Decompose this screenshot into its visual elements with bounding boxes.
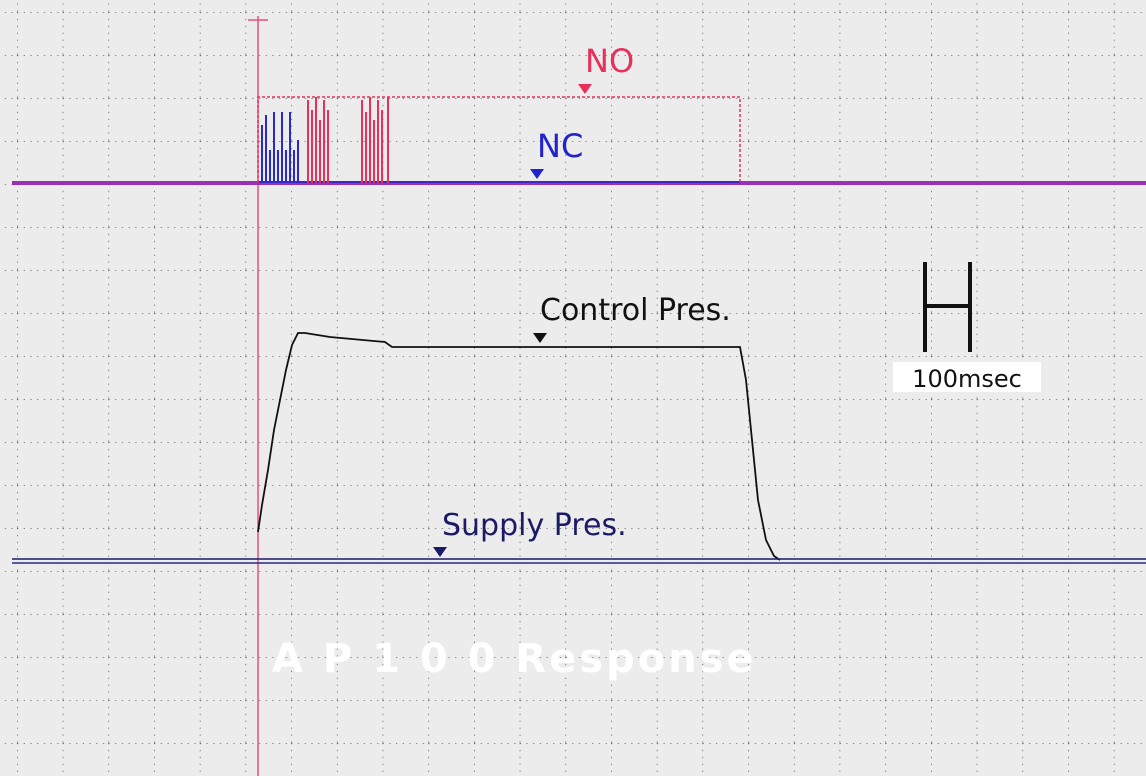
nc-marker xyxy=(530,169,544,179)
no-burst xyxy=(307,97,389,183)
nc-burst xyxy=(261,112,299,183)
no-marker xyxy=(578,84,592,94)
control-label: Control Pres. xyxy=(540,293,731,328)
control-trace xyxy=(257,332,781,561)
supply-marker xyxy=(433,547,447,557)
nc-label: NC xyxy=(537,127,583,165)
supply-label: Supply Pres. xyxy=(442,508,627,543)
scale-box xyxy=(893,362,1041,392)
no-trace xyxy=(257,96,741,183)
control-marker xyxy=(533,333,547,343)
no-label: NO xyxy=(585,42,634,80)
scale-bar xyxy=(923,262,972,352)
title: A P 1 0 0 Response xyxy=(272,636,757,682)
scale-label: 100msec xyxy=(912,365,1022,393)
